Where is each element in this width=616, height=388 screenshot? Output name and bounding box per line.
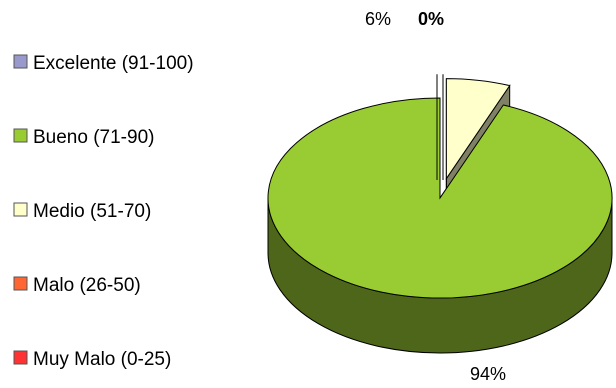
slice-excelente-91-100 bbox=[436, 74, 444, 180]
legend-swatch-muy-malo-0-25 bbox=[13, 350, 28, 365]
legend-swatch-bueno-71-90 bbox=[13, 128, 28, 143]
pie-top-layer bbox=[267, 74, 613, 299]
legend-label-malo-26-50: Malo (26-50) bbox=[33, 275, 141, 296]
legend: Excelente (91-100) Bueno (71-90) Medio (51… bbox=[13, 53, 194, 370]
percent-label-excelente-91-100: 0% bbox=[418, 9, 444, 29]
legend-label-medio-51-70: Medio (51-70) bbox=[33, 201, 151, 222]
legend-swatch-malo-26-50 bbox=[13, 276, 28, 291]
legend-label-excelente-91-100: Excelente (91-100) bbox=[33, 53, 194, 74]
percent-label-medio-51-70: 6% bbox=[365, 9, 391, 29]
legend-swatch-excelente-91-100 bbox=[13, 54, 28, 69]
legend-label-muy-malo-0-25: Muy Malo (0-25) bbox=[33, 349, 171, 370]
slice-bueno-71-90 bbox=[267, 97, 613, 299]
legend-label-bueno-71-90: Bueno (71-90) bbox=[33, 127, 154, 148]
legend-swatch-medio-51-70 bbox=[13, 202, 28, 217]
percent-labels: 0% 94% 6% bbox=[365, 9, 506, 384]
slice-medio-51-70 bbox=[445, 78, 511, 181]
percent-label-bueno-71-90: 94% bbox=[470, 364, 506, 384]
